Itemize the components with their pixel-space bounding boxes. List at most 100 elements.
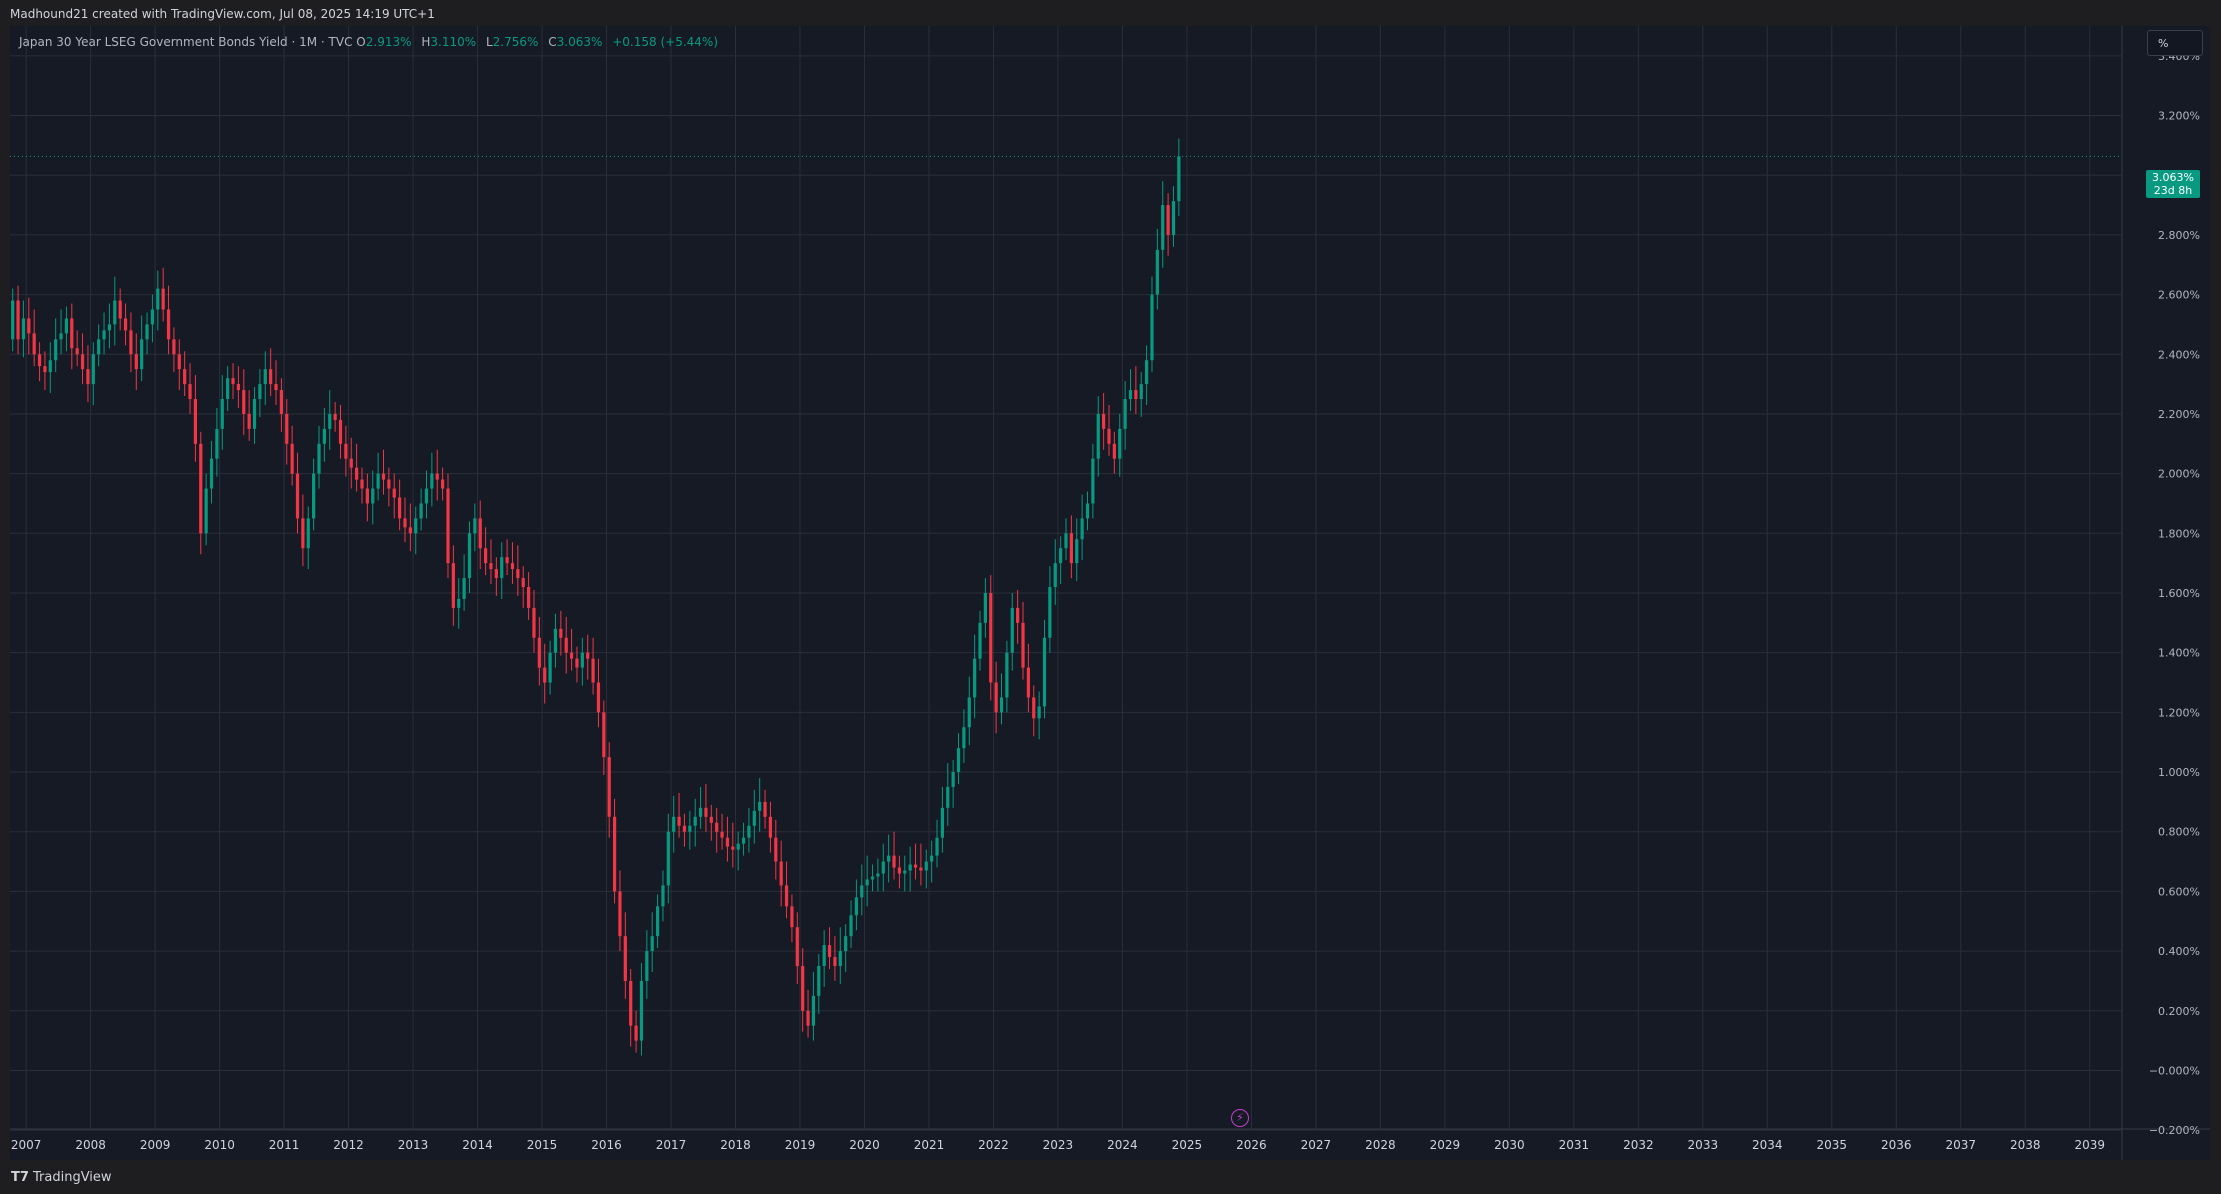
candle xyxy=(75,330,79,367)
close-value: 3.063% xyxy=(556,35,603,49)
candle-body xyxy=(913,864,918,868)
candle xyxy=(338,404,343,459)
candle xyxy=(591,637,595,695)
candle xyxy=(1144,345,1149,405)
candle xyxy=(650,912,654,972)
candle-body xyxy=(639,980,644,1041)
y-tick-label: 2.200% xyxy=(2158,408,2200,421)
candle-body xyxy=(1139,384,1143,400)
candle-body xyxy=(48,360,52,373)
candle xyxy=(623,912,627,999)
candle xyxy=(236,366,241,408)
candle-body xyxy=(1010,607,1014,653)
candle xyxy=(806,989,810,1038)
candle-body xyxy=(134,354,138,370)
candle xyxy=(301,494,305,567)
candle xyxy=(822,930,826,987)
candle-body xyxy=(1150,294,1154,361)
candle-body xyxy=(1112,443,1116,459)
candle-body xyxy=(967,697,971,728)
candle-body xyxy=(161,288,165,310)
candlestick-chart[interactable]: −0.200% −0.000% 0.200% 0.400% 0.600% 0.800% 1.… xyxy=(10,26,2210,1160)
candle xyxy=(446,473,450,579)
candle xyxy=(897,855,902,889)
candle-body xyxy=(1128,390,1133,400)
candle xyxy=(1080,494,1084,561)
candle-body xyxy=(215,428,219,459)
x-tick-label: 2008 xyxy=(75,1138,106,1152)
candle-body xyxy=(811,995,816,1026)
x-tick-label: 2021 xyxy=(914,1138,945,1152)
candle xyxy=(86,345,90,403)
candle-body xyxy=(763,801,767,817)
candle-body xyxy=(43,366,47,373)
candle-body xyxy=(532,607,536,638)
candle xyxy=(226,366,230,411)
open-value: 2.913% xyxy=(365,35,412,49)
candle-body xyxy=(1134,390,1138,400)
y-tick-label: 2.000% xyxy=(2158,468,2200,481)
high-label: H xyxy=(421,35,431,49)
candle-body xyxy=(854,897,859,916)
candle-body xyxy=(478,518,482,549)
candle-body xyxy=(290,443,294,474)
candle xyxy=(768,801,773,853)
change-value: +0.158 (+5.44%) xyxy=(612,35,718,49)
candle-body xyxy=(596,682,601,713)
candle xyxy=(1096,396,1100,477)
candle-body xyxy=(193,399,198,444)
tradingview-logo-icon[interactable]: T7 xyxy=(11,1170,29,1185)
candle-body xyxy=(741,837,746,844)
candle xyxy=(516,545,520,596)
candle xyxy=(612,798,617,904)
candle-body xyxy=(661,885,665,907)
candle xyxy=(1069,515,1073,579)
candle xyxy=(1085,491,1090,531)
symbol-title: Japan 30 Year LSEG Government Bonds Yiel… xyxy=(19,35,353,49)
candle xyxy=(21,300,26,358)
candle-body xyxy=(903,870,907,874)
candle-body xyxy=(543,667,547,683)
candle xyxy=(269,348,273,397)
candle xyxy=(1155,228,1159,310)
candle-body xyxy=(801,966,805,1011)
candle xyxy=(355,443,359,492)
candle-body xyxy=(489,563,493,570)
candle xyxy=(387,467,391,507)
candle-body xyxy=(75,348,79,355)
candle xyxy=(521,566,525,608)
candle xyxy=(403,497,407,543)
x-tick-label: 2032 xyxy=(1623,1138,1654,1152)
candle xyxy=(698,786,703,829)
candle xyxy=(64,306,69,352)
candle xyxy=(285,399,289,465)
candle-body xyxy=(435,473,439,480)
candle xyxy=(1128,369,1133,411)
candle xyxy=(107,303,112,349)
brand-name[interactable]: TradingView xyxy=(33,1170,112,1185)
candle-body xyxy=(537,637,541,668)
candle xyxy=(1139,372,1143,417)
candle-body xyxy=(285,413,289,444)
candle xyxy=(790,894,794,943)
percent-scale-button[interactable]: % xyxy=(2147,30,2203,56)
candle xyxy=(102,312,106,355)
candle-body xyxy=(328,413,332,429)
candle-body xyxy=(355,467,359,480)
candle xyxy=(1150,276,1154,373)
candle-body xyxy=(924,861,928,871)
candle-body xyxy=(510,563,515,570)
candle-body xyxy=(392,488,396,498)
lightning-icon[interactable]: ⚡ xyxy=(1231,1109,1249,1127)
candle xyxy=(817,954,821,1014)
candle xyxy=(1048,566,1052,653)
candle xyxy=(1059,536,1063,585)
candle xyxy=(526,572,531,620)
candle-body xyxy=(865,879,869,886)
candle xyxy=(489,539,493,585)
x-tick-label: 2009 xyxy=(140,1138,171,1152)
candle xyxy=(16,285,20,355)
candle xyxy=(999,673,1004,725)
candle-body xyxy=(956,748,961,773)
candle xyxy=(919,843,923,886)
